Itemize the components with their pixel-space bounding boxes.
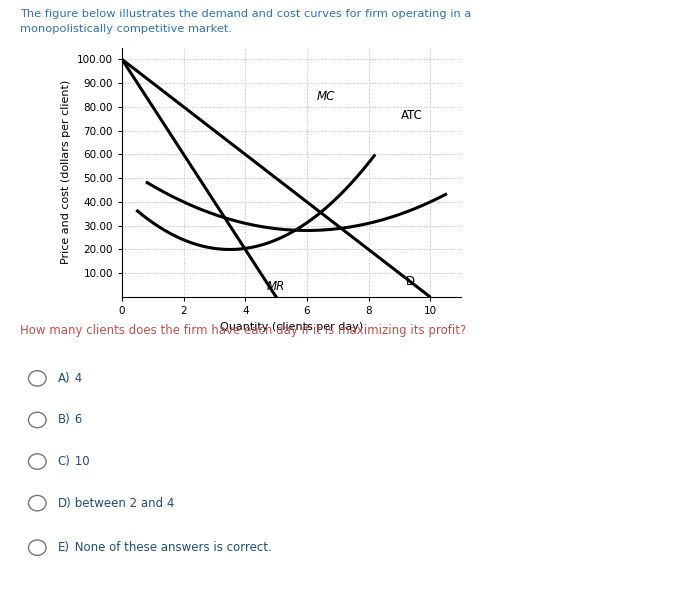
Text: C): C) (58, 455, 71, 468)
Y-axis label: Price and cost (dollars per client): Price and cost (dollars per client) (62, 80, 71, 264)
Text: The figure below illustrates the demand and cost curves for firm operating in a: The figure below illustrates the demand … (20, 9, 472, 19)
X-axis label: Quantity (clients per day): Quantity (clients per day) (220, 321, 363, 331)
Text: E): E) (58, 541, 70, 554)
Text: 6: 6 (71, 413, 83, 426)
Text: ATC: ATC (401, 109, 423, 122)
Text: 10: 10 (71, 455, 89, 468)
Text: None of these answers is correct.: None of these answers is correct. (71, 541, 272, 554)
Text: 4: 4 (71, 372, 83, 385)
Text: B): B) (58, 413, 71, 426)
Text: A): A) (58, 372, 71, 385)
Text: monopolistically competitive market.: monopolistically competitive market. (20, 24, 233, 34)
Text: MC: MC (316, 90, 334, 103)
Text: MR: MR (267, 280, 285, 293)
Text: D: D (405, 275, 415, 288)
Text: between 2 and 4: between 2 and 4 (71, 497, 174, 510)
Text: How many clients does the firm have each day if it is maximizing its profit?: How many clients does the firm have each… (20, 324, 466, 337)
Text: D): D) (58, 497, 71, 510)
